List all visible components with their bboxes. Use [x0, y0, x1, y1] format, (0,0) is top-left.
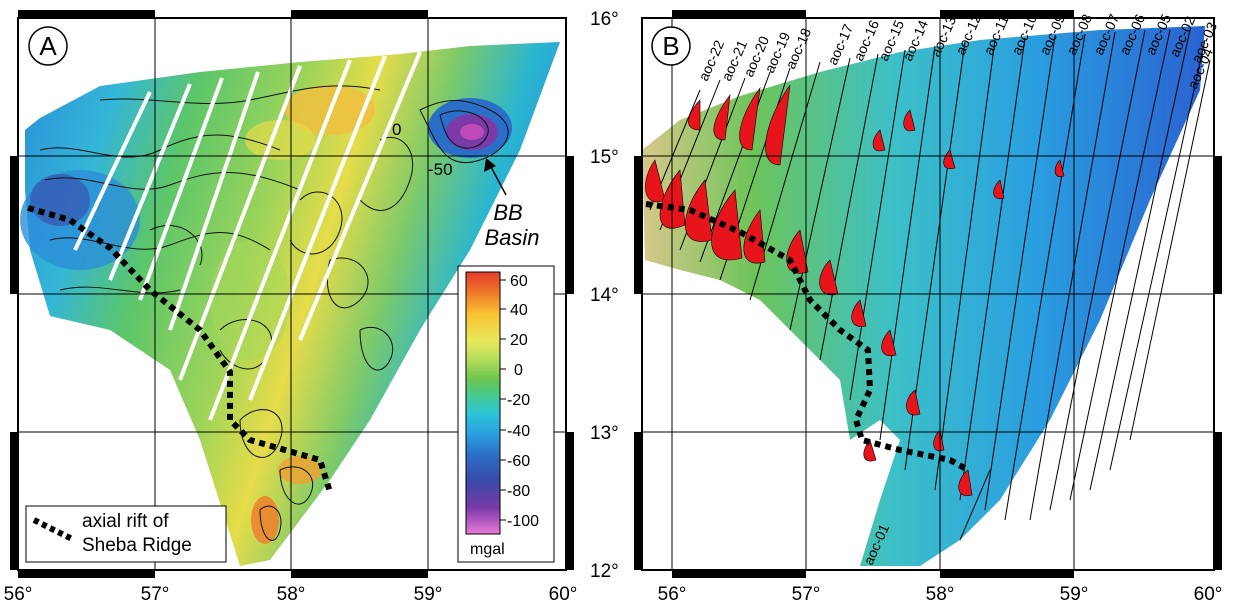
basin-label-line1: BB: [493, 200, 522, 225]
x-tick-b: 57°: [792, 584, 821, 605]
profile-tracks: [649, 29, 1211, 541]
x-tick-a: 60°: [549, 584, 578, 605]
basin-label-line2: Basin: [484, 225, 539, 250]
magnetic-anomaly-lobes: [645, 84, 1065, 497]
axial-rift-line-b: [645, 201, 970, 473]
frame-b-bars: [634, 10, 1222, 578]
grid-b: [642, 18, 1214, 570]
y-axis-labels: 16° 15° 14° 13° 12°: [590, 9, 619, 582]
contour-label-0: 0: [392, 120, 401, 139]
x-tick-a: 58°: [277, 584, 306, 605]
colorbar-tick: -100: [507, 513, 539, 530]
legend: axial rift of Sheba Ridge: [25, 505, 227, 563]
legend-line1: axial rift of: [82, 511, 169, 532]
panel-a-label: A: [39, 31, 57, 61]
gravity-anomaly-field: [25, 42, 560, 566]
x-tick-a: 59°: [414, 584, 443, 605]
colorbar-tick: -40: [507, 423, 530, 440]
y-tick: 12°: [590, 561, 619, 582]
x-tick-b: 56°: [658, 584, 687, 605]
y-tick: 16°: [590, 9, 619, 30]
legend-rift-swatch: [32, 517, 76, 543]
frame-a-bars: [10, 10, 574, 578]
x-tick-b: 58°: [926, 584, 955, 605]
colorbar-tick: -20: [507, 392, 530, 409]
colorbar-unit: mgal: [470, 541, 505, 558]
x-tick-b: 60°: [1194, 584, 1223, 605]
colorbar-tick: 60: [510, 273, 528, 290]
panel-b-badge: [651, 26, 691, 66]
colorbar-ramp: [465, 271, 501, 535]
x-tick-a: 56°: [4, 584, 33, 605]
colorbar: 60 40 20 0 -20 -40 -60 -80 -100 mgal: [457, 265, 555, 563]
colorbar-tick: 20: [510, 332, 528, 349]
map-a: A 0 -50 BB Basin 60 40 2: [4, 10, 578, 605]
y-tick: 15°: [590, 147, 619, 168]
x-tick-b: 59°: [1060, 584, 1089, 605]
y-tick: 14°: [590, 285, 619, 306]
panel-b-label: B: [662, 31, 679, 61]
legend-line2: Sheba Ridge: [82, 535, 192, 556]
y-tick: 13°: [590, 423, 619, 444]
colorbar-tick: 40: [510, 302, 528, 319]
colorbar-tick: 0: [514, 362, 523, 379]
contour-label-minus50: -50: [428, 160, 453, 179]
panel-a-badge: [28, 26, 68, 66]
x-tick-a: 57°: [141, 584, 170, 605]
colorbar-tick: -60: [507, 453, 530, 470]
map-b: B aoc-22 aoc-21 aoc-20 aoc-19 aoc-18 aoc…: [634, 10, 1222, 605]
colorbar-tick: -80: [507, 483, 530, 500]
basin-arrow-line: [489, 164, 507, 196]
basin-arrow-head: [484, 158, 496, 172]
track-gaps: [73, 51, 422, 421]
profile-label: aoc-17: [824, 21, 856, 67]
axial-rift-line: [27, 205, 333, 493]
